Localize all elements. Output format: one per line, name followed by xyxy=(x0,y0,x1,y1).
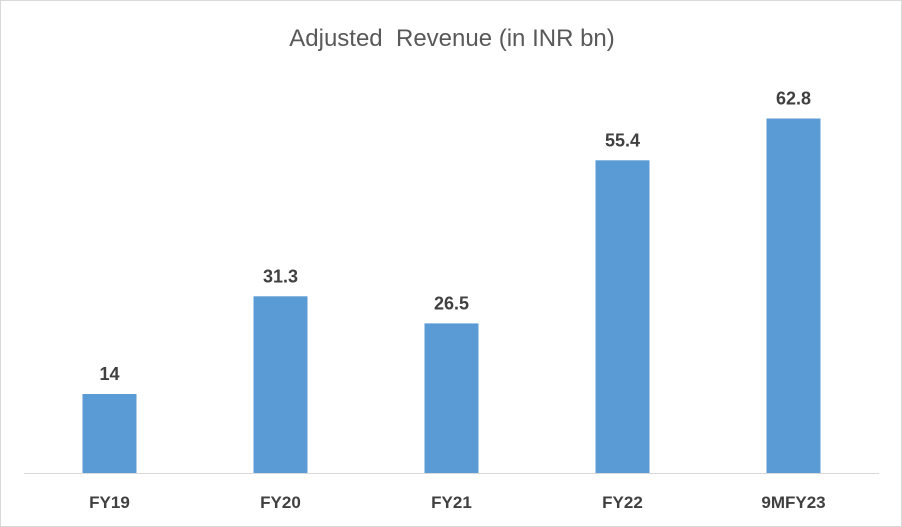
category-label-fy22: FY22 xyxy=(602,493,643,512)
category-label-fy20: FY20 xyxy=(260,493,301,512)
category-labels: FY19 FY20 FY21 FY22 9MFY23 xyxy=(89,493,825,512)
value-label-fy19: 14 xyxy=(99,364,119,384)
category-label-fy21: FY21 xyxy=(431,493,472,512)
category-label-fy19: FY19 xyxy=(89,493,130,512)
bar-fy21 xyxy=(424,323,479,473)
bar-fy19 xyxy=(82,394,137,473)
bar-9mfy23 xyxy=(766,118,821,473)
value-label-fy22: 55.4 xyxy=(605,130,640,150)
category-label-9mfy23: 9MFY23 xyxy=(761,493,825,512)
value-label-9mfy23: 62.8 xyxy=(776,89,811,109)
value-label-fy21: 26.5 xyxy=(434,293,469,313)
bar-fy22 xyxy=(595,160,650,474)
value-label-fy20: 31.3 xyxy=(263,266,298,286)
bar-group xyxy=(82,118,821,474)
chart-title: Adjusted Revenue (in INR bn) xyxy=(289,25,615,52)
bar-fy20 xyxy=(253,296,308,473)
value-labels: 14 31.3 26.5 55.4 62.8 xyxy=(99,89,811,385)
